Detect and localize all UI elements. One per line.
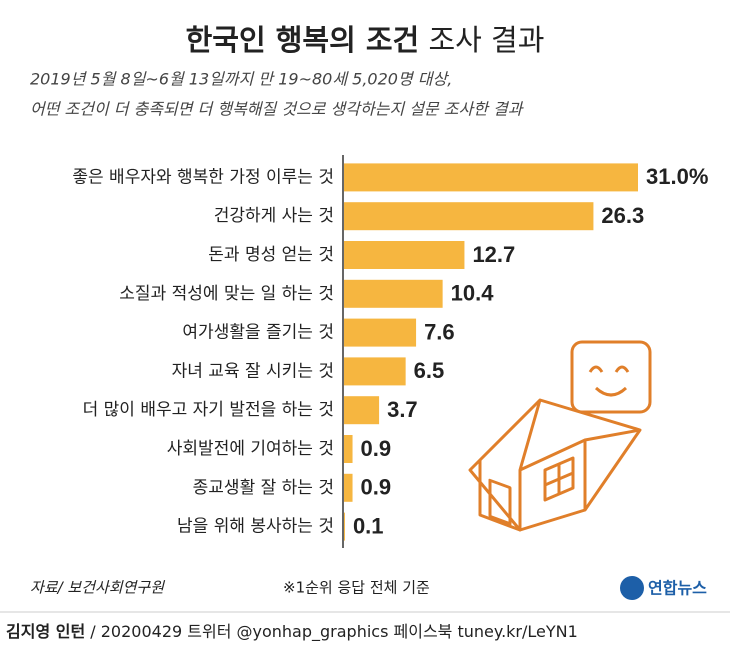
credit: 김지영 인턴 / 20200429 트위터 @yonhap_graphics 페… <box>6 622 578 642</box>
title-rest: 조사 결과 <box>428 23 544 57</box>
house-illustration <box>468 340 652 532</box>
category-label: 좋은 배우자와 행복한 가정 이루는 것 <box>72 167 334 187</box>
logo-icon <box>620 576 644 600</box>
category-label: 건강하게 사는 것 <box>214 206 334 226</box>
bar <box>344 435 353 463</box>
bar <box>344 512 345 541</box>
value-label: 10.4 <box>451 281 495 306</box>
note: ※1순위 응답 전체 기준 <box>283 579 430 597</box>
source: 자료/ 보건사회연구원 <box>30 579 165 597</box>
category-label: 자녀 교육 잘 시키는 것 <box>172 361 334 381</box>
bar <box>344 357 406 386</box>
value-label: 12.7 <box>472 242 515 267</box>
category-label: 소질과 적성에 맞는 일 하는 것 <box>119 284 334 304</box>
bar <box>344 279 443 308</box>
value-label: 26.3 <box>601 203 644 228</box>
value-label: 0.1 <box>353 513 384 538</box>
bar <box>344 396 380 425</box>
category-label: 더 많이 배우고 자기 발전을 하는 것 <box>83 400 334 420</box>
bar <box>344 473 353 502</box>
credit-rest: / 20200429 트위터 @yonhap_graphics 페이스북 tun… <box>90 622 578 642</box>
value-label: 0.9 <box>361 436 392 461</box>
credit-author: 김지영 인턴 <box>6 622 85 641</box>
value-label: 31.0% <box>646 164 708 189</box>
value-label: 7.6 <box>424 319 455 344</box>
logo: 연합뉴스 <box>648 579 707 598</box>
category-label: 종교생활 잘 하는 것 <box>193 478 334 498</box>
value-label: 6.5 <box>414 358 445 383</box>
value-label: 0.9 <box>361 475 392 500</box>
title-main: 한국인 행복의 조건 <box>186 23 420 57</box>
category-label: 사회발전에 기여하는 것 <box>167 439 334 459</box>
subtitle: 2019년 5월 8일~6월 13일까지 만 19~80세 5,020명 대상, <box>30 70 452 89</box>
value-label: 3.7 <box>387 397 418 422</box>
category-label: 돈과 명성 얻는 것 <box>208 245 334 265</box>
bar <box>344 241 465 269</box>
category-label: 여가생활을 즐기는 것 <box>182 323 334 343</box>
bar <box>344 318 417 347</box>
bar <box>344 202 594 231</box>
bar <box>344 163 638 192</box>
subtitle: 어떤 조건이 더 충족되면 더 행복해질 것으로 생각하는지 설문 조사한 결과 <box>30 100 524 119</box>
chart-title: 한국인 행복의 조건 조사 결과 <box>186 23 545 57</box>
category-label: 남을 위해 봉사하는 것 <box>177 517 334 537</box>
